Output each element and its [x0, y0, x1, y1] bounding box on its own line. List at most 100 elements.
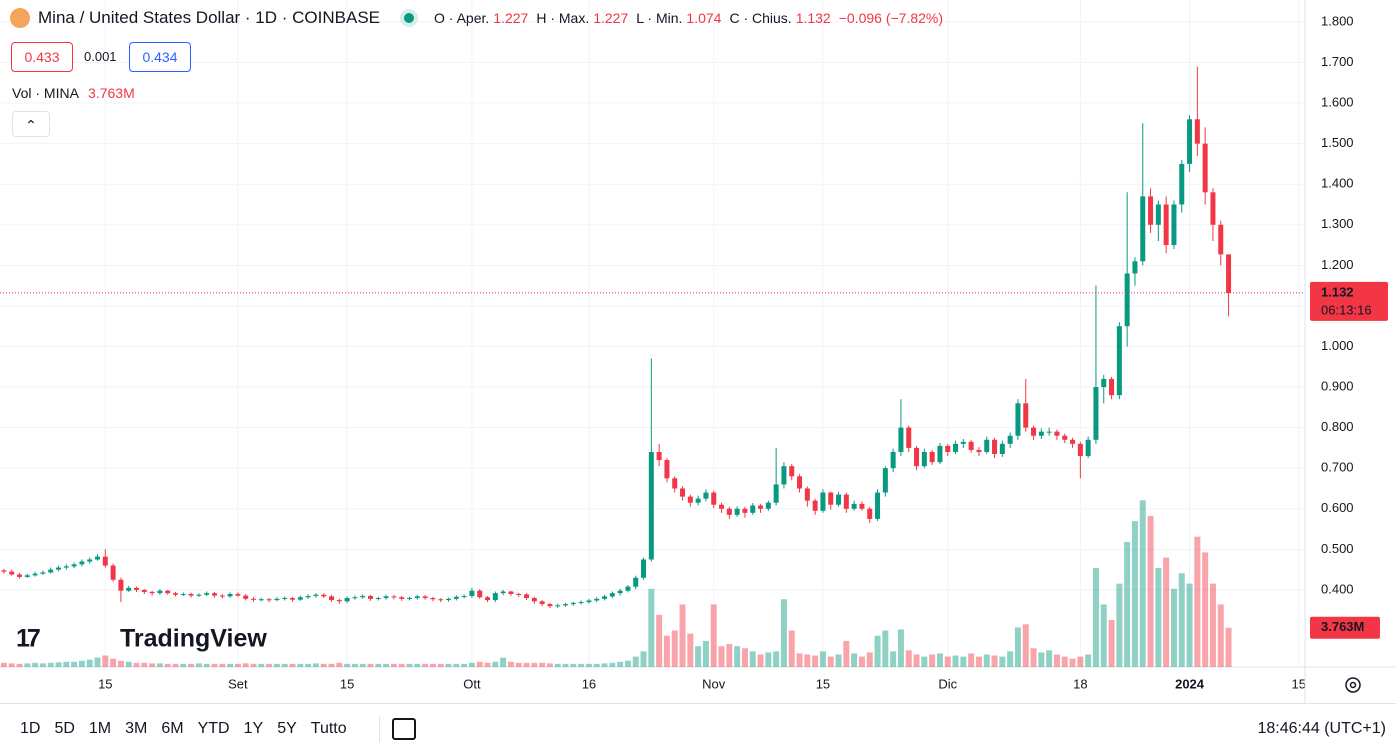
volume-bar [156, 663, 163, 667]
volume-bar [39, 663, 46, 667]
collapse-button[interactable]: ⌃ [12, 111, 50, 137]
y-tick-label: 0.700 [1321, 460, 1354, 475]
candle-body [1179, 163, 1185, 205]
candle-body [945, 445, 951, 452]
volume-bar [1007, 651, 1014, 667]
candle-body [680, 488, 686, 497]
volume-bar [1100, 604, 1107, 667]
candle-body [196, 594, 202, 596]
settings-icon[interactable] [1345, 677, 1361, 693]
price-tag-countdown: 06:13:16 [1321, 302, 1372, 317]
volume-bar [788, 630, 795, 667]
close-value: 1.132 [795, 10, 831, 26]
candle-body [890, 451, 896, 469]
candle-body [118, 579, 124, 591]
volume-bar [86, 659, 93, 667]
candle-body [48, 569, 54, 573]
candle-body [734, 508, 740, 515]
range-button[interactable]: 6M [161, 719, 184, 737]
market-status[interactable] [404, 13, 415, 23]
candle-body [40, 572, 46, 574]
volume-bar [624, 660, 631, 667]
volume-bar [8, 663, 15, 667]
volume-bar [24, 663, 31, 667]
y-tick-label: 1.000 [1321, 338, 1354, 353]
goto-date-icon[interactable] [391, 717, 416, 740]
volume-bar [172, 663, 179, 667]
volume-bar [422, 663, 429, 667]
candle-body [976, 449, 982, 452]
volume-bar [0, 662, 7, 667]
candle-body [126, 587, 132, 591]
buy-button[interactable]: 0.434 [129, 42, 191, 72]
candle-body [258, 599, 264, 601]
candle-body [547, 604, 553, 607]
candle-body [1218, 224, 1224, 255]
range-button[interactable]: 1M [88, 719, 112, 737]
volume-bar [523, 662, 530, 667]
candle-body [204, 593, 210, 595]
candle-body [32, 573, 38, 576]
x-tick-label: 15 [98, 676, 112, 691]
volume-bar [710, 604, 717, 667]
candle-body [1070, 439, 1076, 444]
candle-body [992, 439, 998, 454]
candle-body [1163, 204, 1169, 246]
range-button[interactable]: 3M [125, 719, 148, 737]
volume-bar [936, 653, 943, 667]
volume-bar [390, 663, 397, 667]
volume-legend: Vol · MINA 3.763M [12, 85, 135, 101]
volume-bar [476, 661, 483, 667]
volume-bar [1194, 536, 1201, 667]
candle-body [765, 502, 771, 509]
range-button[interactable]: 5D [54, 719, 75, 737]
candle-body [165, 590, 171, 594]
volume-tag-value: 3.763M [1321, 619, 1364, 634]
candle-body [227, 593, 233, 597]
candle-body [984, 439, 990, 452]
volume-bar [32, 662, 39, 667]
sell-button[interactable]: 0.433 [11, 42, 73, 72]
candle-body [672, 478, 678, 489]
volume-bar [515, 662, 522, 667]
symbol-icon [10, 8, 30, 28]
volume-bar [648, 588, 655, 667]
volume-bar [195, 663, 202, 667]
candle-body [867, 508, 873, 519]
volume-bar [617, 661, 624, 667]
volume-bar [890, 651, 897, 667]
range-button[interactable]: 5Y [277, 719, 297, 737]
range-button[interactable]: 1D [20, 719, 41, 737]
candle-body [968, 441, 974, 450]
candle-body [664, 460, 670, 479]
candle-body [212, 593, 218, 596]
volume-bar [632, 656, 639, 667]
volume-bar [1046, 650, 1053, 667]
candle-body [17, 574, 23, 577]
range-button[interactable]: YTD [197, 719, 230, 737]
range-button[interactable]: Tutto [310, 719, 347, 737]
volume-value: 3.763M [88, 85, 135, 101]
volume-bar [133, 662, 140, 667]
volume-bar [1116, 583, 1123, 667]
range-group: 1D 5D 1M 3M 6M YTD 1Y 5Y Tutto [8, 720, 349, 738]
candle-body [742, 508, 748, 513]
volume-bar [866, 652, 873, 667]
volume-bar [952, 655, 959, 667]
candle-body [563, 604, 569, 606]
candle-body [438, 599, 444, 601]
volume-title: Vol · MINA [12, 85, 79, 101]
y-tick-label: 0.400 [1321, 581, 1354, 596]
candle-body [297, 597, 303, 600]
candle-body [266, 599, 272, 601]
candle-body [703, 492, 709, 499]
y-tick-label: 0.500 [1321, 541, 1354, 556]
range-button[interactable]: 1Y [243, 719, 264, 737]
volume-bar [812, 655, 819, 667]
candle-body [391, 596, 397, 598]
y-tick-label: 1.800 [1321, 13, 1354, 28]
volume-bar [734, 646, 741, 667]
brand-logo: 17 [16, 625, 40, 653]
volume-bar [406, 663, 413, 667]
y-tick-label: 1.700 [1321, 54, 1354, 69]
